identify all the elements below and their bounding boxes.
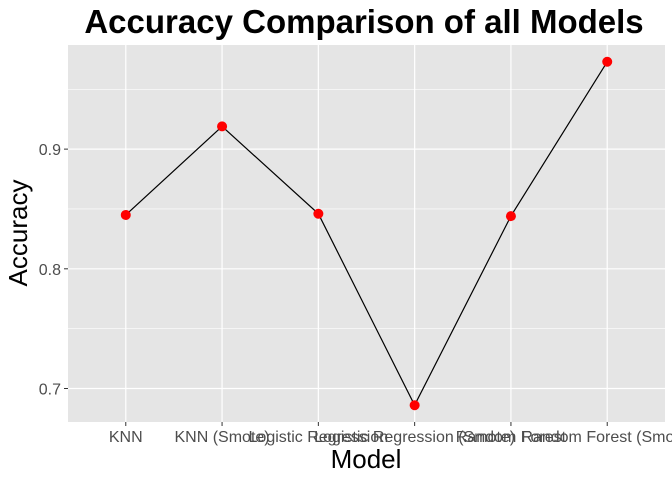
plot-panel <box>68 45 665 422</box>
x-axis: KNN KNN (Smote)Logistic RegressionLogisti… <box>109 422 672 446</box>
y-tick-label: 0.8 <box>39 262 61 279</box>
x-tick-label: KNN <box>109 429 143 446</box>
x-tick-label: Logistic Regression <box>249 429 389 446</box>
x-axis-title: Model <box>331 444 402 474</box>
x-tick-label: KNN (Smote) <box>175 429 270 446</box>
chart-title: Accuracy Comparison of all Models <box>84 3 643 40</box>
x-tick-label: Logistic Regression (Smote) <box>314 429 515 446</box>
y-tick-label: 0.9 <box>39 142 61 159</box>
data-point <box>602 56 613 67</box>
data-point <box>120 209 131 220</box>
series-line <box>125 61 608 407</box>
y-tick-label: 0.7 <box>39 381 61 398</box>
grid-minor <box>68 88 665 329</box>
data-point <box>313 208 324 219</box>
series-layer <box>120 56 613 411</box>
data-point <box>409 400 420 411</box>
y-axis: 0.7 0.8 0.9 <box>39 142 68 398</box>
data-point <box>505 211 516 222</box>
data-point <box>217 121 228 132</box>
y-axis-title: Accuracy <box>3 180 33 287</box>
x-tick-label: Random Forest <box>456 429 567 446</box>
grid-major <box>68 45 665 422</box>
x-tick-label: Random Forest (Smote) <box>521 429 672 446</box>
